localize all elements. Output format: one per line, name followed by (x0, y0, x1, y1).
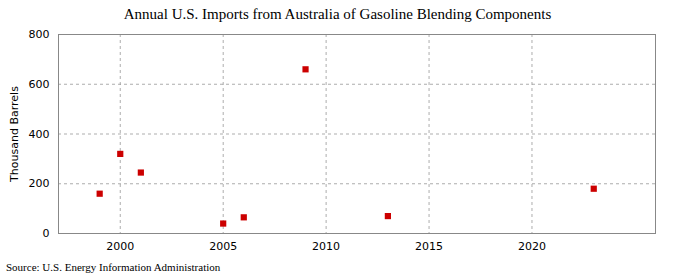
svg-text:0: 0 (43, 227, 50, 240)
svg-text:2010: 2010 (312, 240, 340, 253)
svg-text:Thousand Barrels: Thousand Barrels (8, 86, 21, 183)
svg-text:400: 400 (29, 128, 50, 141)
svg-text:2000: 2000 (106, 240, 134, 253)
html-text:Source: U.S. Energy Informatio: Source: U.S. Energy Information Administ… (6, 261, 221, 273)
svg-text:600: 600 (29, 78, 50, 91)
svg-text:2005: 2005 (209, 240, 237, 253)
html-text:Annual U.S. Imports from Austr: Annual U.S. Imports from Australia of Ga… (123, 6, 552, 22)
svg-text:200: 200 (29, 177, 50, 190)
svg-text:2015: 2015 (415, 240, 443, 253)
svg-text:2020: 2020 (518, 240, 546, 253)
svg-text:800: 800 (29, 28, 50, 41)
